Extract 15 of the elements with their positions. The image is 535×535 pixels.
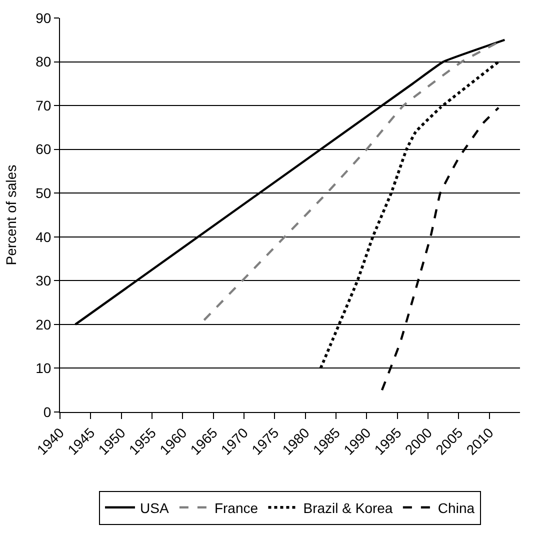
y-tick-label: 40 [36, 228, 52, 245]
y-axis-title: Percent of sales [3, 164, 20, 266]
y-tick-label: 90 [36, 10, 52, 26]
y-tick-label: 10 [36, 360, 52, 376]
legend-label: France [214, 500, 258, 516]
y-tick-label: 0 [43, 404, 52, 420]
legend-label: China [438, 500, 475, 516]
y-tick-label: 60 [36, 141, 52, 158]
legend-label: USA [140, 500, 170, 516]
y-tick-label: 30 [36, 272, 52, 289]
y-tick-label: 80 [36, 54, 52, 70]
y-tick-label: 50 [36, 185, 52, 202]
legend-label: Brazil & Korea [303, 500, 393, 516]
y-tick-label: 20 [36, 316, 52, 332]
y-tick-label: 70 [36, 97, 52, 114]
